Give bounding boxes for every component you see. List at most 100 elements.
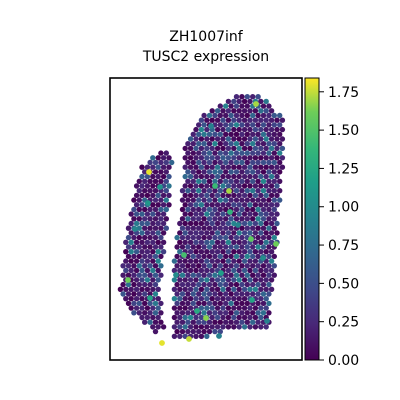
expression-spot <box>253 277 258 282</box>
expression-spot <box>253 155 258 160</box>
expression-spot <box>228 263 233 268</box>
expression-spot <box>266 160 271 165</box>
expression-spot <box>242 118 247 123</box>
expression-spot <box>193 211 198 216</box>
expression-spot <box>269 165 274 170</box>
expression-spot <box>277 132 282 137</box>
expression-spot <box>212 301 217 306</box>
expression-spot <box>126 254 131 259</box>
expression-spot <box>266 226 271 231</box>
expression-spot <box>204 240 209 245</box>
expression-spot <box>231 108 236 113</box>
expression-spot <box>258 183 263 188</box>
expression-spot <box>264 127 269 132</box>
expression-spot <box>218 207 223 212</box>
expression-spot <box>137 235 142 240</box>
expression-spot <box>207 310 212 315</box>
expression-spot <box>226 136 231 141</box>
expression-spot <box>150 193 155 198</box>
expression-spot <box>193 296 198 301</box>
expression-spot <box>188 296 193 301</box>
expression-spot <box>255 235 260 240</box>
expression-spot <box>250 160 255 165</box>
expression-spot <box>196 329 201 334</box>
expression-spot <box>218 282 223 287</box>
expression-spot <box>247 108 252 113</box>
expression-spot <box>245 263 250 268</box>
expression-spot <box>188 277 193 282</box>
expression-spot <box>164 216 169 221</box>
expression-spot <box>245 320 250 325</box>
expression-spot <box>207 132 212 137</box>
expression-spot <box>193 268 198 273</box>
expression-spot <box>269 230 274 235</box>
expression-spot <box>158 301 163 306</box>
expression-spot <box>223 254 228 259</box>
highlight-spot <box>235 222 241 228</box>
expression-spot <box>201 291 206 296</box>
expression-spot <box>129 249 134 254</box>
expression-spot <box>223 291 228 296</box>
expression-spot <box>196 263 201 268</box>
expression-spot <box>234 282 239 287</box>
expression-spot <box>242 287 247 292</box>
expression-spot <box>183 193 188 198</box>
highlight-spot <box>181 252 187 258</box>
expression-spot <box>139 183 144 188</box>
expression-spot <box>210 193 215 198</box>
expression-spot <box>237 258 242 263</box>
expression-spot <box>247 202 252 207</box>
expression-spot <box>131 216 136 221</box>
expression-spot <box>212 216 217 221</box>
expression-spot <box>228 226 233 231</box>
expression-spot <box>153 179 158 184</box>
expression-spot <box>258 165 263 170</box>
expression-spot <box>255 188 260 193</box>
expression-spot <box>193 155 198 160</box>
expression-spot <box>264 249 269 254</box>
expression-spot <box>161 174 166 179</box>
colorbar-tick-label: 0.25 <box>328 315 359 331</box>
expression-spot <box>177 277 182 282</box>
expression-spot <box>134 305 139 310</box>
expression-spot <box>280 146 285 151</box>
expression-spot <box>183 268 188 273</box>
expression-spot <box>120 282 125 287</box>
expression-spot <box>264 296 269 301</box>
expression-spot <box>156 240 161 245</box>
expression-spot <box>158 150 163 155</box>
expression-spot <box>250 169 255 174</box>
expression-spot <box>253 287 258 292</box>
expression-spot <box>188 146 193 151</box>
expression-spot <box>123 249 128 254</box>
expression-spot <box>255 197 260 202</box>
expression-spot <box>245 150 250 155</box>
expression-spot <box>258 230 263 235</box>
expression-spot <box>129 258 134 263</box>
expression-spot <box>199 334 204 339</box>
expression-spot <box>183 230 188 235</box>
expression-spot <box>210 202 215 207</box>
expression-spot <box>172 277 177 282</box>
expression-spot <box>215 118 220 123</box>
highlight-spot <box>248 236 254 242</box>
expression-spot <box>226 183 231 188</box>
expression-spot <box>212 132 217 137</box>
expression-spot <box>220 221 225 226</box>
expression-spot <box>201 122 206 127</box>
expression-spot <box>139 202 144 207</box>
expression-spot <box>137 273 142 278</box>
expression-spot <box>239 291 244 296</box>
expression-spot <box>250 188 255 193</box>
expression-spot <box>255 226 260 231</box>
expression-spot <box>253 108 258 113</box>
expression-spot <box>245 244 250 249</box>
expression-spot <box>218 122 223 127</box>
expression-spot <box>280 155 285 160</box>
expression-spot <box>193 221 198 226</box>
expression-spot <box>255 273 260 278</box>
expression-spot <box>207 141 212 146</box>
expression-spot <box>210 258 215 263</box>
expression-spot <box>142 310 147 315</box>
expression-spot <box>250 94 255 99</box>
